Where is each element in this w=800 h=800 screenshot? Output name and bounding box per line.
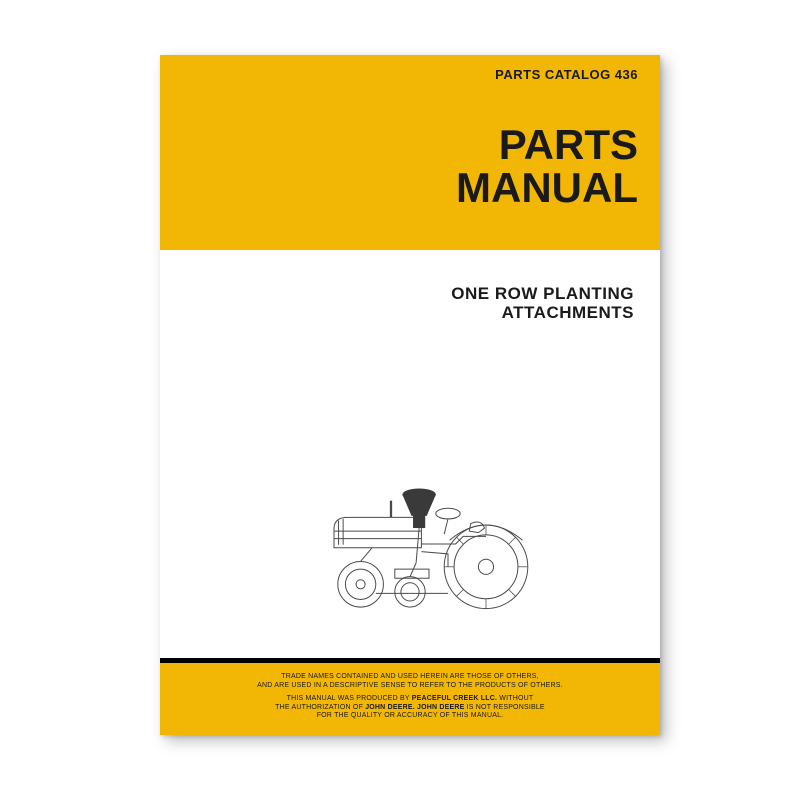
product-subtitle: ONE ROW PLANTING ATTACHMENTS [160, 250, 660, 323]
canvas: PARTS CATALOG 436 PARTS MANUAL ONE ROW P… [0, 0, 800, 800]
tractor-svg [220, 449, 600, 639]
disclaimer-text: TRADE NAMES CONTAINED AND USED HEREIN AR… [178, 673, 642, 721]
bottom-yellow-band: TRADE NAMES CONTAINED AND USED HEREIN AR… [160, 663, 660, 735]
title-line-1: PARTS [182, 124, 638, 167]
fineprint-line-1: TRADE NAMES CONTAINED AND USED HEREIN AR… [178, 673, 642, 691]
manual-title: PARTS MANUAL [182, 124, 638, 210]
manual-cover: PARTS CATALOG 436 PARTS MANUAL ONE ROW P… [160, 55, 660, 735]
bottom-area: TRADE NAMES CONTAINED AND USED HEREIN AR… [160, 658, 660, 735]
top-yellow-band: PARTS CATALOG 436 PARTS MANUAL [160, 55, 660, 250]
fineprint-line-2: THIS MANUAL WAS PRODUCED BY PEACEFUL CRE… [178, 695, 642, 721]
tractor-illustration [160, 449, 660, 639]
subtitle-line-1: ONE ROW PLANTING [160, 284, 634, 304]
subtitle-line-2: ATTACHMENTS [160, 303, 634, 323]
title-line-2: MANUAL [182, 167, 638, 210]
catalog-number: PARTS CATALOG 436 [182, 67, 638, 82]
